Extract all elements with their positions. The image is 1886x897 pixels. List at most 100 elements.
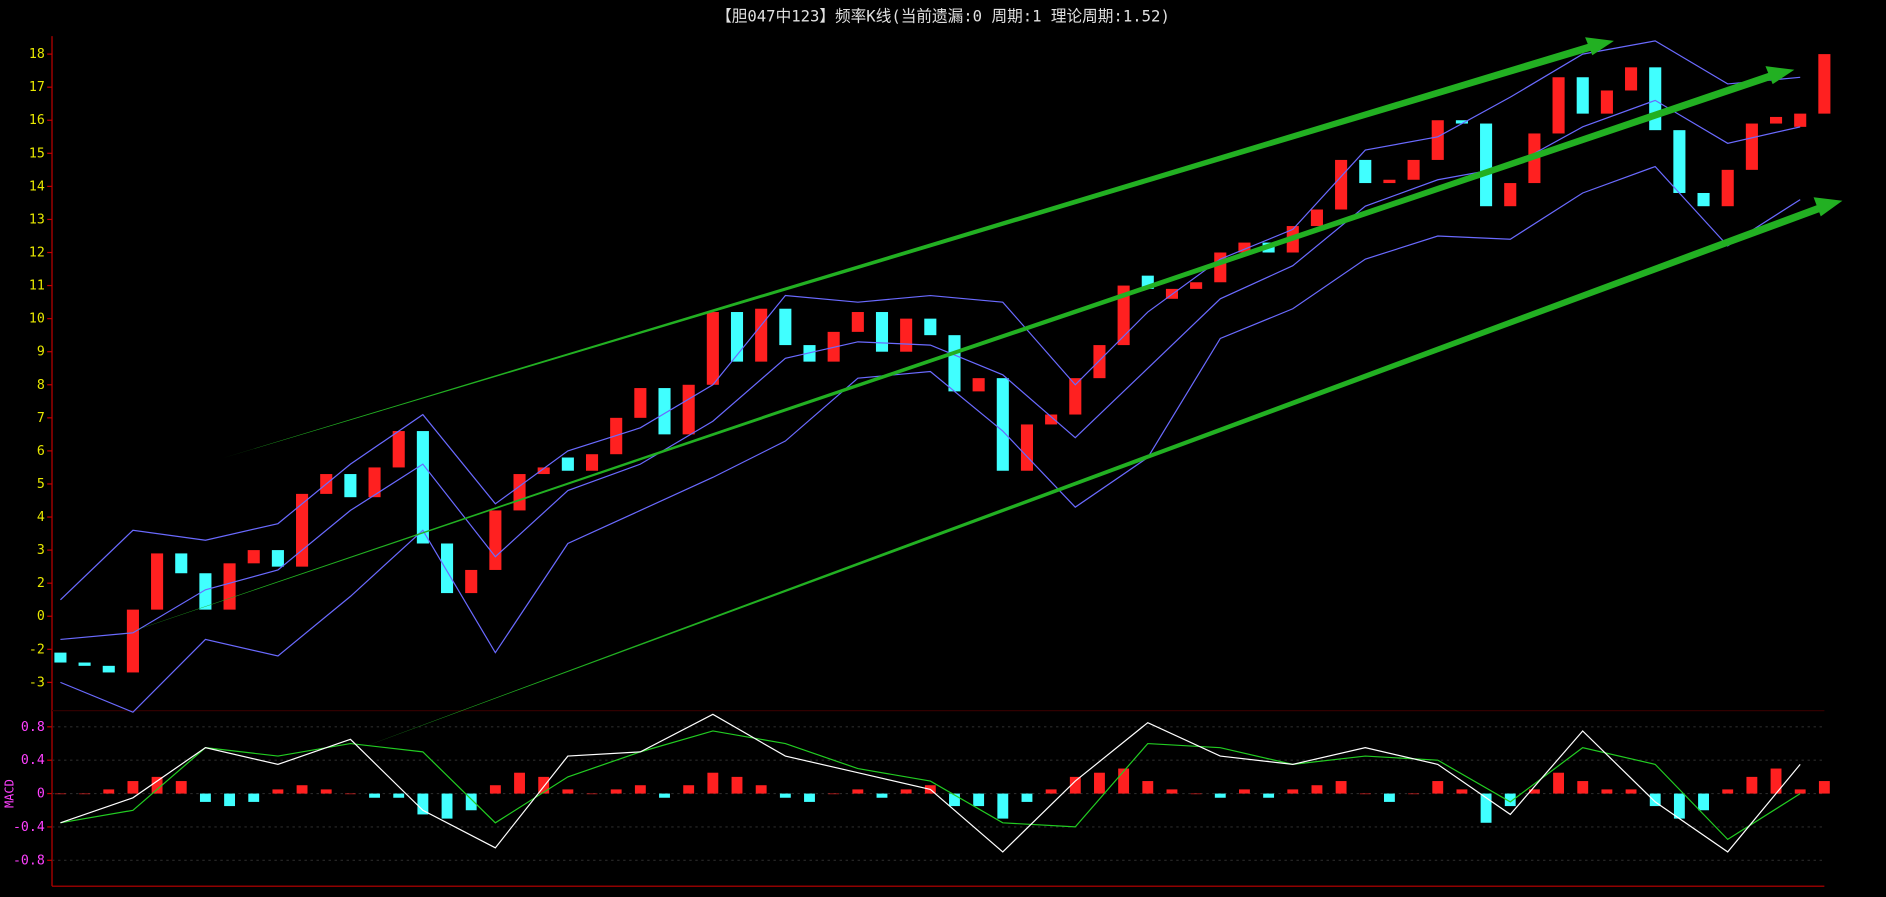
macd-bar xyxy=(634,785,646,794)
candle-body xyxy=(1310,209,1323,227)
candle-body xyxy=(392,431,405,468)
candle-body xyxy=(1504,183,1517,207)
arrow-head xyxy=(1765,66,1795,85)
macd-bar xyxy=(779,793,791,798)
macd-bar xyxy=(1239,789,1250,794)
y-tick-label: 7 xyxy=(37,411,45,426)
candle-body xyxy=(465,569,478,594)
macd-bar xyxy=(949,793,960,807)
macd-bar xyxy=(127,781,139,794)
candle-body xyxy=(1480,123,1493,207)
arrow-head xyxy=(1813,197,1843,217)
macd-bar xyxy=(199,793,211,802)
macd-bar xyxy=(1746,776,1758,794)
y-tick-label: -2 xyxy=(29,642,45,657)
candle-body xyxy=(1407,159,1420,180)
macd-bar xyxy=(1094,772,1105,794)
macd-bar xyxy=(1142,781,1154,794)
trend-channel xyxy=(114,37,1843,748)
macd-bar xyxy=(175,781,187,794)
macd-bar xyxy=(1528,789,1540,794)
candle-body xyxy=(271,550,284,567)
candle-body xyxy=(513,474,526,511)
candle-body xyxy=(537,467,550,475)
candle-body xyxy=(1625,67,1638,91)
candle-body xyxy=(296,493,309,567)
candle-body xyxy=(1020,424,1034,471)
macd-bar xyxy=(1335,781,1347,794)
candle-body xyxy=(223,563,236,610)
macd-bar xyxy=(900,789,912,794)
macd-bar xyxy=(876,793,888,798)
candle-body xyxy=(1673,130,1686,193)
candle-body xyxy=(368,467,381,498)
candle-body xyxy=(972,378,985,392)
y-tick-label: 17 xyxy=(29,80,45,95)
macd-bar xyxy=(1577,781,1589,794)
macd-bar xyxy=(1432,781,1444,794)
macd-bar xyxy=(1818,781,1830,794)
macd-bar xyxy=(1480,793,1492,823)
candle-body xyxy=(344,474,357,498)
candle-body xyxy=(199,573,212,610)
macd-bar xyxy=(393,793,405,798)
macd-bar xyxy=(1045,789,1057,794)
candle-body xyxy=(126,609,139,673)
candle-body xyxy=(1649,67,1662,131)
y-tick-label: 9 xyxy=(37,345,45,360)
candle-body xyxy=(706,312,719,385)
dea-line xyxy=(60,730,1801,841)
macd-bar xyxy=(1118,768,1130,794)
macd-bar xyxy=(755,785,767,794)
y-tick-label: -0.8 xyxy=(13,853,45,868)
macd-bar xyxy=(852,789,864,794)
macd-bar xyxy=(1649,793,1661,807)
macd-bar xyxy=(1673,793,1685,819)
y-tick-label: -0.4 xyxy=(13,820,45,835)
macd-bar xyxy=(1553,772,1565,794)
arrow-head xyxy=(1585,37,1614,56)
macd-bar xyxy=(54,793,66,795)
macd-bar xyxy=(562,789,574,794)
macd-bar xyxy=(369,793,380,798)
macd-bar xyxy=(1408,793,1420,795)
y-tick-label: 5 xyxy=(37,477,45,492)
candle-body xyxy=(634,388,647,418)
candle-body xyxy=(54,652,67,663)
macd-bar xyxy=(417,793,429,815)
macd-bar xyxy=(610,789,622,794)
candle-body xyxy=(78,662,91,666)
macd-bar xyxy=(103,789,115,794)
macd-bar xyxy=(1698,793,1709,811)
macd-bar xyxy=(272,789,284,794)
dif-line xyxy=(60,713,1801,853)
macd-bar xyxy=(1166,789,1178,794)
candle-body xyxy=(779,308,792,346)
candle-body xyxy=(1359,159,1372,184)
candle-body xyxy=(1770,116,1783,124)
y-tick-label: 3 xyxy=(37,543,45,558)
macd-bar xyxy=(514,772,525,794)
macd-bar xyxy=(1601,789,1613,794)
candle-body xyxy=(1069,378,1082,415)
macd-bar xyxy=(828,793,840,795)
trend-arrow xyxy=(222,42,1596,459)
y-tick-label: 8 xyxy=(37,378,45,393)
macd-bar xyxy=(151,776,163,794)
macd-bar xyxy=(224,793,236,807)
candle-body xyxy=(875,312,889,352)
candle-body xyxy=(924,318,937,336)
candle-body xyxy=(441,543,454,594)
candle-body xyxy=(948,335,961,392)
candle-body xyxy=(102,665,115,673)
y-tick-label: 0 xyxy=(37,609,45,624)
macd-bar xyxy=(586,793,598,795)
macd-bar xyxy=(707,772,719,794)
candle-body xyxy=(561,457,574,471)
macd-bar xyxy=(538,776,550,794)
macd-bar xyxy=(1069,776,1081,794)
chart-title: 【胆047中123】频率K线(当前遗漏:0 周期:1 理论周期:1.52) xyxy=(716,6,1170,25)
